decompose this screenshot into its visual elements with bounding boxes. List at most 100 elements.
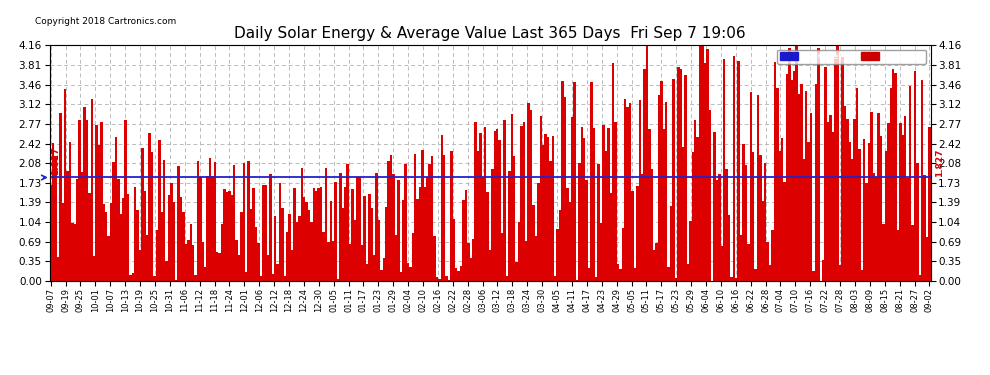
Bar [353,220,356,281]
Bar [236,240,238,281]
Bar [887,123,890,281]
Bar [313,188,315,281]
Bar [148,132,150,281]
Bar [216,252,219,281]
Bar [332,241,335,281]
Bar [296,222,298,281]
Bar [791,81,793,281]
Bar [467,243,469,281]
Bar [822,260,825,281]
Bar [407,262,409,281]
Bar [469,258,472,281]
Bar [259,276,262,281]
Bar [489,250,491,281]
Bar [880,136,882,281]
Bar [434,236,436,281]
Bar [419,187,422,281]
Bar [342,208,344,281]
Bar [810,113,813,281]
Bar [262,185,264,281]
Bar [167,195,170,281]
Bar [61,203,64,281]
Bar [786,74,788,281]
Bar [187,240,189,281]
Bar [160,212,163,281]
Bar [637,186,639,281]
Bar [798,94,800,281]
Bar [71,223,73,281]
Bar [778,151,781,281]
Bar [544,134,546,281]
Bar [641,174,644,281]
Bar [209,158,211,281]
Bar [486,192,489,281]
Bar [59,113,61,281]
Bar [64,89,66,281]
Bar [231,195,233,281]
Bar [877,113,880,281]
Bar [754,269,756,281]
Bar [696,136,699,281]
Bar [644,69,645,281]
Bar [558,210,561,281]
Bar [929,127,931,281]
Bar [617,264,619,281]
Bar [622,228,624,281]
Bar [358,177,361,281]
Bar [211,176,214,281]
Bar [323,232,325,281]
Bar [783,182,786,281]
Bar [238,255,241,281]
Bar [436,277,439,281]
Bar [670,206,672,281]
Bar [629,103,632,281]
Bar [924,175,926,281]
Bar [464,190,467,281]
Bar [815,84,817,281]
Bar [863,138,865,281]
Bar [511,114,513,281]
Bar [346,164,348,281]
Bar [711,280,714,281]
Bar [73,224,76,281]
Bar [610,193,612,281]
Bar [781,138,783,281]
Bar [667,267,670,281]
Bar [612,63,615,281]
Bar [137,210,139,281]
Bar [776,87,778,281]
Bar [607,128,610,281]
Bar [576,280,578,281]
Bar [127,194,129,281]
Bar [842,57,843,281]
Bar [846,119,848,281]
Bar [120,214,122,281]
Bar [914,71,916,281]
Bar [284,276,286,281]
Bar [747,244,749,281]
Bar [549,161,551,281]
Bar [694,120,696,281]
Bar [150,153,153,281]
Bar [860,270,863,281]
Bar [199,177,202,281]
Bar [142,148,144,281]
Bar [479,133,481,281]
Bar [851,159,853,281]
Bar [276,264,279,281]
Bar [689,221,692,281]
Bar [318,188,320,281]
Bar [443,155,446,281]
Bar [404,164,407,281]
Bar [551,136,554,281]
Bar [452,219,455,281]
Bar [875,177,877,281]
Bar [894,74,897,281]
Bar [530,110,533,281]
Bar [192,245,194,281]
Bar [125,120,127,281]
Bar [718,174,721,281]
Bar [583,138,585,281]
Bar [677,67,679,281]
Bar [320,187,323,281]
